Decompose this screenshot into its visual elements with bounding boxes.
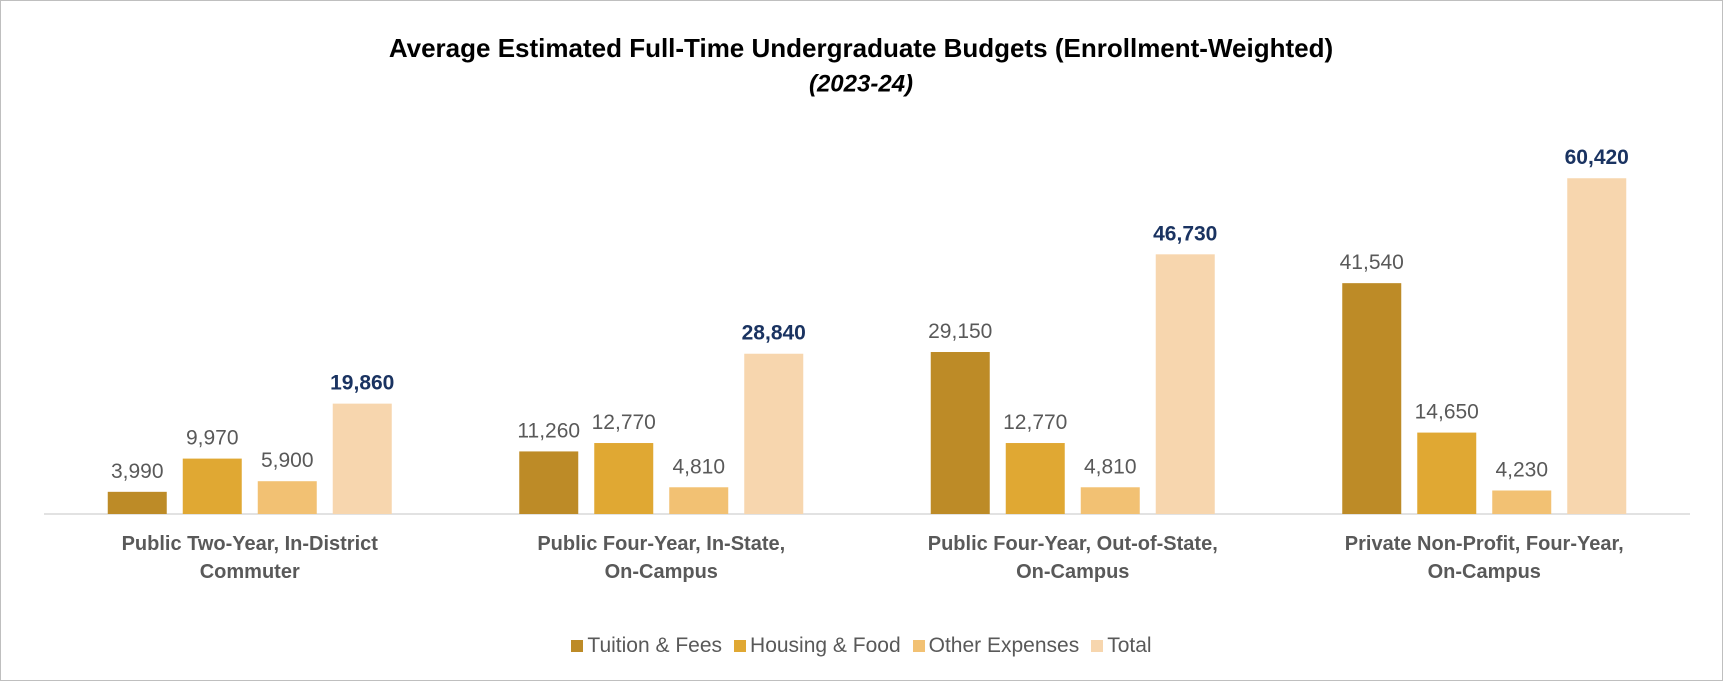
bar xyxy=(1155,254,1215,515)
legend-label: Total xyxy=(1107,634,1152,657)
x-tick-label: Public Two-Year, In-District Commuter xyxy=(121,533,378,583)
bar xyxy=(107,491,167,514)
legend-swatch xyxy=(571,640,584,652)
data-label: 28,840 xyxy=(742,322,806,345)
data-label: 4,810 xyxy=(672,455,725,478)
data-label: 60,420 xyxy=(1565,146,1629,169)
bar xyxy=(1080,487,1140,514)
bar xyxy=(669,487,729,514)
data-label: 11,260 xyxy=(517,419,580,442)
data-label: 12,770 xyxy=(1003,411,1067,434)
bar xyxy=(744,353,804,514)
bar xyxy=(1342,283,1402,514)
legend-item: Total xyxy=(1091,634,1152,658)
data-label: 3,990 xyxy=(111,460,164,483)
x-tick-label: Private Non-Profit, Four-Year, On-Campus xyxy=(1344,533,1624,583)
chart-title: Average Estimated Full-Time Undergraduat… xyxy=(389,33,1333,63)
data-label: 9,970 xyxy=(186,427,239,450)
bar xyxy=(1005,443,1065,514)
chart-subtitle: (2023-24) xyxy=(809,70,913,97)
legend: Tuition & Fees Housing & Food Other Expens… xyxy=(0,634,1723,658)
bar xyxy=(332,403,392,514)
data-label: 14,650 xyxy=(1415,401,1479,424)
legend-swatch xyxy=(1091,640,1104,652)
data-label: 41,540 xyxy=(1340,251,1404,274)
data-label: 4,810 xyxy=(1084,455,1137,478)
bar xyxy=(1492,490,1552,514)
data-label: 5,900 xyxy=(261,449,314,472)
legend-label: Tuition & Fees xyxy=(587,634,723,657)
data-label: 29,150 xyxy=(928,320,992,343)
data-label: 4,230 xyxy=(1495,458,1548,481)
bar xyxy=(594,443,654,514)
bar xyxy=(257,481,317,514)
x-tick-label: Public Four-Year, Out-of-State, On-Campu… xyxy=(927,533,1218,583)
x-tick-label: Public Four-Year, In-State, On-Campus xyxy=(537,533,786,583)
legend-item: Other Expenses xyxy=(912,634,1080,658)
bar xyxy=(1417,432,1477,514)
legend-swatch xyxy=(912,640,925,652)
bar xyxy=(519,451,579,514)
legend-swatch xyxy=(734,640,747,652)
bar xyxy=(1567,178,1627,514)
legend-item: Tuition & Fees xyxy=(571,634,722,658)
bar xyxy=(182,458,242,514)
legend-label: Other Expenses xyxy=(928,634,1080,657)
bar xyxy=(930,352,990,514)
data-label: 19,860 xyxy=(330,372,394,395)
legend-label: Housing & Food xyxy=(750,634,901,657)
data-label: 46,730 xyxy=(1153,222,1217,245)
data-label: 12,770 xyxy=(592,411,656,434)
legend-item: Housing & Food xyxy=(734,634,901,658)
